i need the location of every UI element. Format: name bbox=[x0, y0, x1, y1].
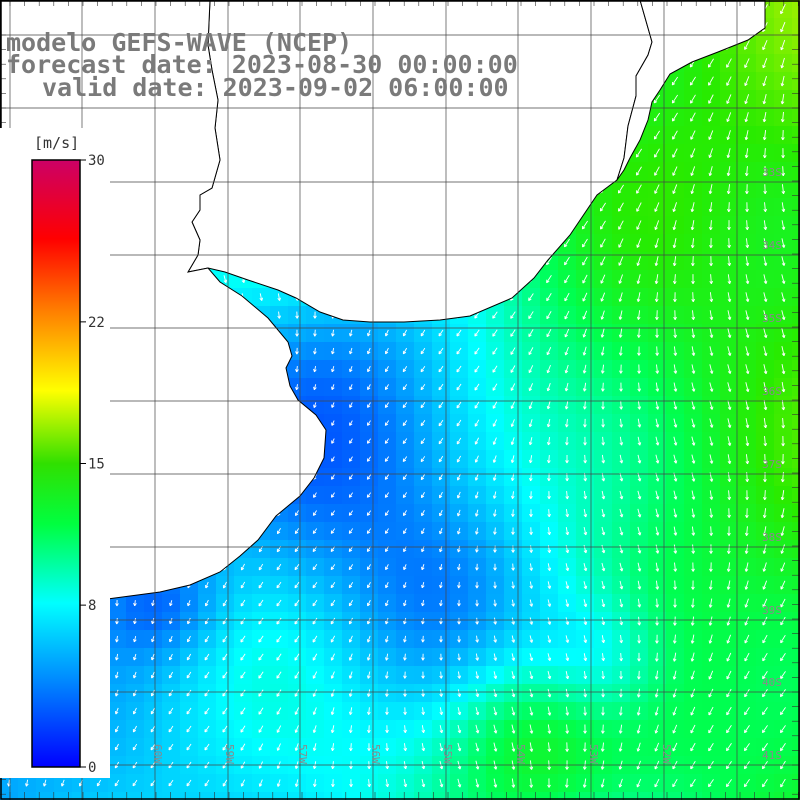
colorbar-ramp bbox=[32, 160, 80, 767]
lat-label: 34S bbox=[762, 239, 782, 252]
lat-label: 39S bbox=[762, 604, 782, 617]
lon-label: 53W bbox=[587, 744, 600, 764]
lat-label: 38S bbox=[762, 531, 782, 544]
colorbar-tick-label: 0 bbox=[88, 760, 96, 776]
lat-label: 41S bbox=[762, 749, 782, 762]
colorbar-tick-label: 15 bbox=[88, 457, 105, 473]
lon-label: 60W bbox=[151, 744, 164, 764]
lon-label: 59W bbox=[223, 744, 236, 764]
colorbar-tick-label: 8 bbox=[88, 598, 96, 614]
lat-label: 36S bbox=[762, 385, 782, 398]
lat-label: 33S bbox=[762, 166, 782, 179]
lon-label: 52W bbox=[660, 744, 673, 764]
lat-label: 37S bbox=[762, 458, 782, 471]
lon-label: 55W bbox=[441, 744, 454, 764]
colorbar-tick-label: 22 bbox=[88, 315, 105, 331]
lat-label: 40S bbox=[762, 676, 782, 689]
colorbar: [m/s] 30 22 15 8 0 bbox=[0, 0, 120, 800]
colorbar-unit: [m/s] bbox=[34, 134, 79, 152]
lat-label: 35S bbox=[762, 312, 782, 325]
lon-label: 56W bbox=[369, 744, 382, 764]
lon-label: 57W bbox=[296, 744, 309, 764]
lon-label: 54W bbox=[514, 744, 527, 764]
colorbar-tick-label: 30 bbox=[88, 153, 105, 169]
valid-date: valid date: 2023-09-02 06:00:00 bbox=[42, 75, 509, 100]
